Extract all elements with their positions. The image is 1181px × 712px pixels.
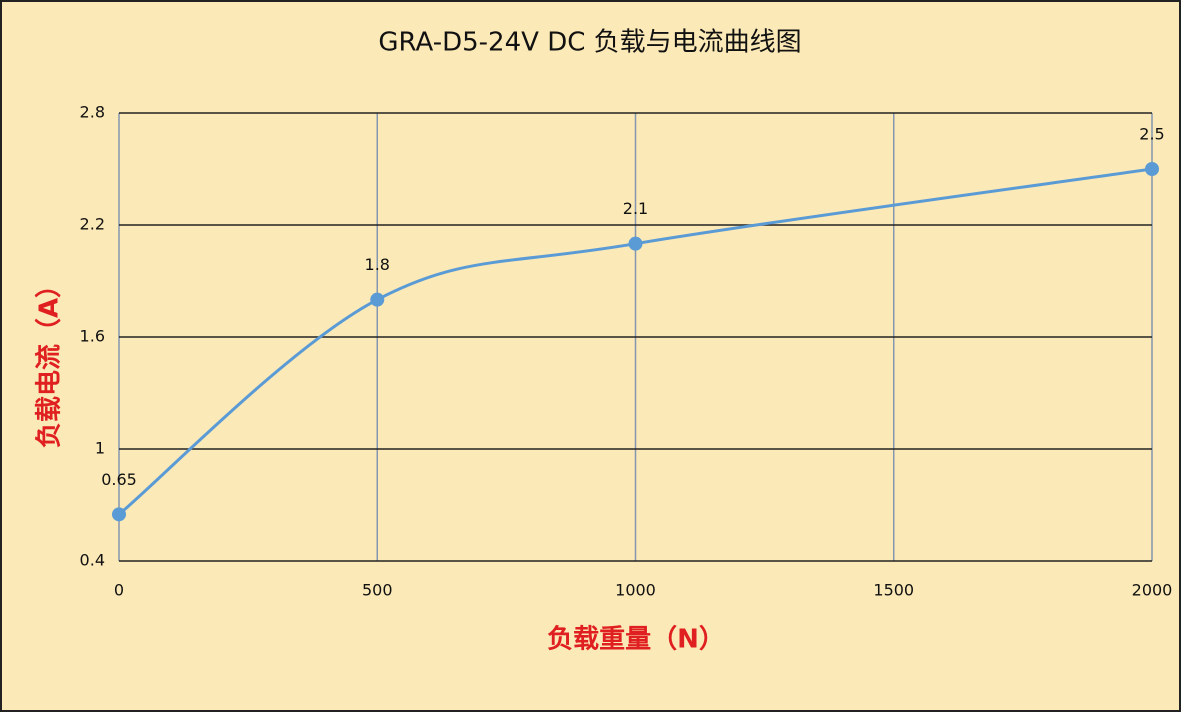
x-tick-label: 2000 <box>1132 581 1173 600</box>
data-label: 2.5 <box>1139 125 1164 144</box>
x-tick-label: 500 <box>362 581 393 600</box>
x-tick-label: 1000 <box>615 581 656 600</box>
data-point <box>112 507 126 522</box>
x-tick-label: 1500 <box>873 581 914 600</box>
chart-title: GRA-D5-24V DC 负载与电流曲线图 <box>378 28 801 58</box>
x-tick-label: 0 <box>114 581 124 600</box>
data-label: 0.65 <box>101 470 137 489</box>
y-tick-label: 1 <box>95 439 105 458</box>
data-label: 1.8 <box>365 255 390 274</box>
y-axis-title: 负载电流（A） <box>35 272 65 448</box>
data-point <box>628 236 643 251</box>
y-tick-label: 2.2 <box>80 215 105 234</box>
data-point <box>370 292 385 307</box>
y-tick-label: 1.6 <box>80 327 105 346</box>
data-point <box>1145 162 1159 176</box>
data-label: 2.1 <box>623 199 648 218</box>
y-tick-label: 2.8 <box>80 103 105 122</box>
line <box>118 167 1153 516</box>
y-tick-label: 0.4 <box>80 551 105 570</box>
x-axis-title: 负载重量（N） <box>547 625 725 655</box>
